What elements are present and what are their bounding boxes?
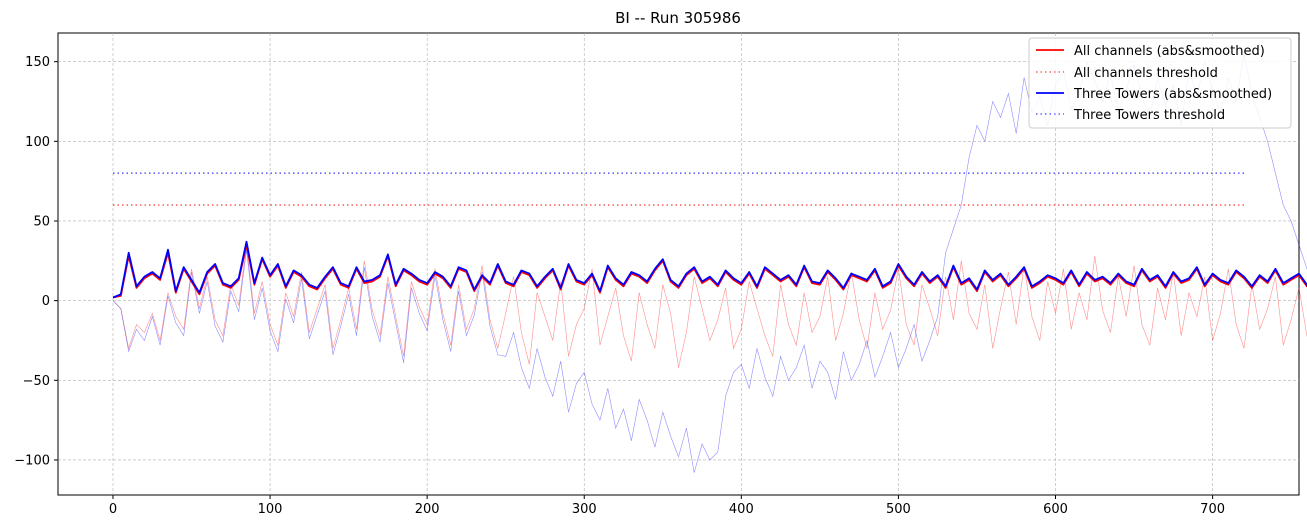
y-axis: −100 −50 0 50 100 150 bbox=[14, 55, 58, 468]
grid bbox=[58, 33, 1299, 495]
y-tick-label: 0 bbox=[42, 294, 50, 309]
x-tick-label: 400 bbox=[729, 502, 754, 517]
x-axis: 0 100 200 300 400 500 600 700 bbox=[109, 495, 1225, 517]
background-traces bbox=[112, 53, 1307, 473]
x-tick-label: 0 bbox=[109, 502, 117, 517]
y-tick-label: 100 bbox=[25, 135, 50, 150]
x-tick-label: 500 bbox=[886, 502, 911, 517]
x-tick-label: 600 bbox=[1043, 502, 1068, 517]
legend-label-three-towers-threshold: Three Towers threshold bbox=[1073, 108, 1225, 123]
legend-label-three-towers: Three Towers (abs&smoothed) bbox=[1073, 87, 1272, 102]
legend-label-all-channels: All channels (abs&smoothed) bbox=[1074, 44, 1265, 59]
y-tick-label: −100 bbox=[14, 453, 50, 468]
x-tick-label: 300 bbox=[572, 502, 597, 517]
x-tick-label: 100 bbox=[258, 502, 283, 517]
x-tick-label: 200 bbox=[415, 502, 440, 517]
legend-box bbox=[1028, 37, 1292, 129]
x-tick-label: 700 bbox=[1200, 502, 1225, 517]
background-trace-0 bbox=[112, 244, 1307, 368]
legend-label-all-channels-threshold: All channels threshold bbox=[1074, 66, 1218, 81]
chart-title: BI -- Run 305986 bbox=[615, 9, 741, 27]
series-all-channels bbox=[112, 243, 1307, 299]
series-three-towers bbox=[112, 240, 1307, 299]
series-layer bbox=[112, 172, 1307, 299]
legend: All channels (abs&smoothed) All channels… bbox=[1028, 37, 1292, 129]
y-tick-label: 50 bbox=[33, 214, 50, 229]
background-trace-1 bbox=[112, 53, 1307, 473]
y-tick-label: 150 bbox=[25, 55, 50, 70]
y-tick-label: −50 bbox=[23, 374, 50, 389]
